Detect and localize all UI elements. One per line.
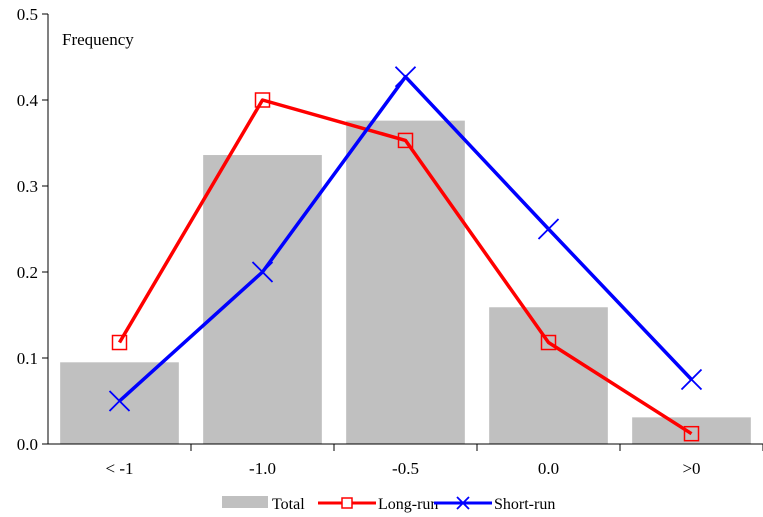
- y-axis-label: Frequency: [62, 30, 134, 49]
- legend-swatch-total: [222, 496, 268, 508]
- y-tick-label: 0.4: [17, 91, 39, 110]
- legend: Total Long-run Short-run: [222, 496, 555, 513]
- legend-label-short-run: Short-run: [494, 496, 555, 513]
- point-long-run: [254, 92, 271, 108]
- x-tick-label: 0.0: [538, 459, 559, 478]
- point-short-run: [108, 390, 131, 412]
- legend-label-total: Total: [272, 496, 305, 513]
- ticks-layer: 0.0 0.1 0.2 0.3 0.4 0.5 < -1 -1.0 -0.5 0.0 >0: [17, 5, 763, 478]
- bar-total: [489, 307, 608, 444]
- y-tick-label: 0.3: [17, 177, 38, 196]
- point-long-run: [540, 334, 557, 351]
- legend-marker-long-run: [341, 497, 353, 509]
- x-tick-label: -0.5: [392, 459, 419, 478]
- point-long-run: [111, 334, 128, 351]
- legend-label-long-run: Long-run: [378, 496, 438, 513]
- y-tick-label: 0.2: [17, 263, 38, 282]
- legend-marker-short-run: [456, 496, 470, 510]
- point-short-run: [394, 66, 417, 88]
- bar-total: [632, 417, 751, 444]
- x-tick-label: < -1: [106, 459, 134, 478]
- point-short-run: [537, 218, 560, 240]
- point-long-run: [397, 132, 414, 149]
- y-tick-label: 0.1: [17, 349, 38, 368]
- bar-total: [203, 155, 322, 445]
- bars-layer: [60, 120, 751, 445]
- axes-layer: [47, 14, 763, 445]
- x-tick-label: -1.0: [249, 459, 276, 478]
- point-short-run: [680, 368, 703, 391]
- bar-total: [346, 120, 465, 444]
- y-tick-label: 0.5: [17, 5, 38, 24]
- bar-total: [60, 362, 179, 444]
- y-tick-label: 0.0: [17, 435, 38, 454]
- point-long-run: [683, 425, 700, 442]
- point-short-run: [251, 261, 274, 283]
- x-tick-label: >0: [682, 459, 700, 478]
- lines-layer: [108, 66, 703, 442]
- series-line-long-run: [117, 98, 693, 436]
